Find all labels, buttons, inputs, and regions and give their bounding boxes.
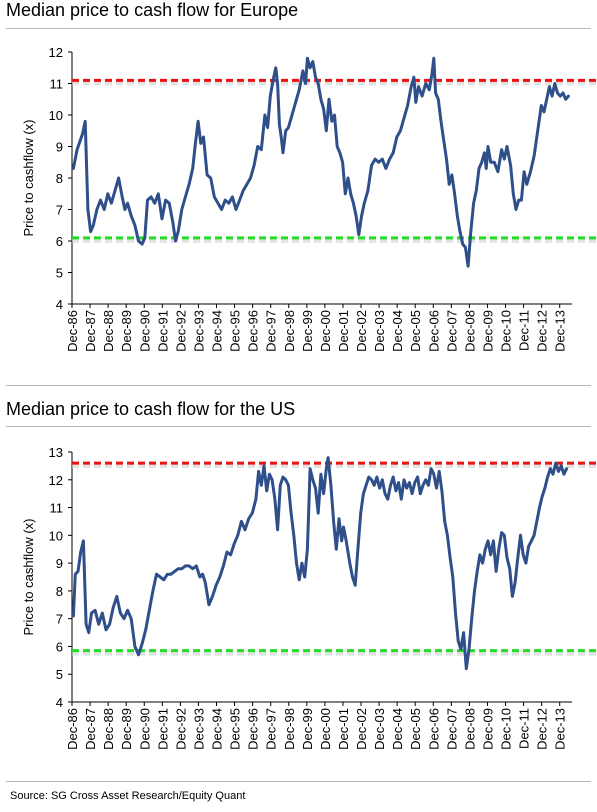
- x-tick-label: Dec-12: [535, 708, 550, 750]
- y-tick-label: 6: [56, 234, 63, 249]
- x-tick-label: Dec-03: [372, 708, 387, 750]
- x-tick-label: Dec-98: [282, 310, 297, 352]
- y-tick-label: 9: [56, 556, 63, 571]
- y-tick-label: 6: [56, 639, 63, 654]
- x-tick-label: Dec-02: [354, 708, 369, 750]
- y-tick-label: 4: [56, 695, 63, 710]
- chart-us: 4 5 6 7 8 9 10 11 12 13 Price to cashflow (x) Dec-8…: [21, 445, 597, 750]
- x-tick-label: Dec-11: [517, 708, 532, 749]
- x-tick-label: Dec-07: [444, 708, 459, 750]
- x-tick-label: Dec-06: [426, 708, 441, 750]
- y-tick-label: 5: [56, 667, 63, 682]
- x-tick-label: Dec-92: [173, 310, 188, 352]
- x-tick-label: Dec-87: [83, 708, 98, 750]
- x-tick-label: Dec-89: [119, 708, 134, 750]
- y-tick-label: 7: [56, 612, 63, 627]
- x-tick-label: Dec-90: [137, 310, 152, 352]
- y-axis-title: Price to cashflow (x): [21, 119, 36, 236]
- y-axis-title: Price to cashflow (x): [21, 518, 36, 635]
- x-tick-label: Dec-91: [155, 708, 170, 750]
- x-tick-label: Dec-06: [426, 310, 441, 352]
- x-tick-label: Dec-10: [499, 708, 514, 750]
- y-tick-label: 11: [50, 77, 64, 92]
- x-tick-label: Dec-86: [65, 708, 80, 750]
- x-tick-label: Dec-94: [210, 708, 225, 750]
- y-tick-label: 12: [49, 473, 63, 488]
- x-tick-label: Dec-05: [408, 310, 423, 352]
- y-tick-label: 8: [56, 584, 63, 599]
- y-tick-label: 13: [49, 445, 63, 460]
- x-tick-label: Dec-03: [372, 310, 387, 352]
- x-tick-label: Dec-92: [173, 708, 188, 750]
- x-tick-label: Dec-07: [444, 310, 459, 352]
- x-tick-label: Dec-99: [300, 310, 315, 352]
- x-tick-label: Dec-96: [246, 708, 261, 750]
- x-tick-label: Dec-93: [191, 310, 206, 352]
- x-tick-label: Dec-11: [517, 310, 532, 351]
- x-tick-label: Dec-08: [462, 708, 477, 750]
- x-tick-label: Dec-88: [101, 310, 116, 352]
- x-tick-label: Dec-98: [282, 708, 297, 750]
- x-tick-label: Dec-89: [119, 310, 134, 352]
- x-tick-label: Dec-91: [155, 310, 170, 352]
- x-tick-label: Dec-01: [336, 310, 351, 352]
- x-tick-label: Dec-05: [408, 708, 423, 750]
- series-line: [71, 56, 570, 268]
- x-tick-label: Dec-87: [83, 310, 98, 352]
- x-tick-label: Dec-08: [462, 310, 477, 352]
- y-tick-label: 10: [49, 528, 63, 543]
- y-tick-label: 8: [56, 171, 63, 186]
- divider: [6, 426, 591, 427]
- y-tick-label: 9: [56, 140, 63, 155]
- chart-title-us: Median price to cash flow for the US: [6, 399, 296, 419]
- x-tick-label: Dec-86: [65, 310, 80, 352]
- x-tick-label: Dec-97: [264, 310, 279, 352]
- x-tick-label: Dec-04: [390, 708, 405, 750]
- x-tick-label: Dec-00: [318, 310, 333, 352]
- x-tick-label: Dec-94: [210, 310, 225, 352]
- x-tick-label: Dec-95: [228, 708, 243, 750]
- x-tick-label: Dec-95: [228, 310, 243, 352]
- x-tick-label: Dec-04: [390, 310, 405, 352]
- y-tick-label: 11: [50, 501, 64, 516]
- y-tick-label: 5: [56, 266, 63, 281]
- x-tick-label: Dec-97: [264, 708, 279, 750]
- y-tick-label: 4: [56, 297, 63, 312]
- x-tick-label: Dec-13: [553, 708, 568, 750]
- x-tick-label: Dec-09: [480, 310, 495, 352]
- divider: [6, 385, 591, 386]
- y-tick-label: 7: [56, 203, 63, 218]
- divider: [6, 28, 591, 29]
- x-tick-label: Dec-88: [101, 708, 116, 750]
- x-tick-label: Dec-01: [336, 708, 351, 750]
- source-note: Source: SG Cross Asset Research/Equity Q…: [10, 790, 246, 802]
- x-tick-label: Dec-13: [553, 310, 568, 352]
- x-tick-label: Dec-93: [191, 708, 206, 750]
- y-tick-label: 12: [49, 45, 63, 60]
- y-tick-label: 10: [49, 108, 63, 123]
- x-tick-label: Dec-00: [318, 708, 333, 750]
- x-tick-label: Dec-90: [137, 708, 152, 750]
- x-tick-label: Dec-09: [480, 708, 495, 750]
- series-line: [71, 456, 569, 671]
- x-tick-label: Dec-96: [246, 310, 261, 352]
- x-tick-label: Dec-10: [499, 310, 514, 352]
- x-tick-label: Dec-12: [535, 310, 550, 352]
- chart-title-europe: Median price to cash flow for Europe: [6, 0, 299, 20]
- x-tick-label: Dec-99: [300, 708, 315, 750]
- divider: [6, 781, 591, 782]
- x-tick-label: Dec-02: [354, 310, 369, 352]
